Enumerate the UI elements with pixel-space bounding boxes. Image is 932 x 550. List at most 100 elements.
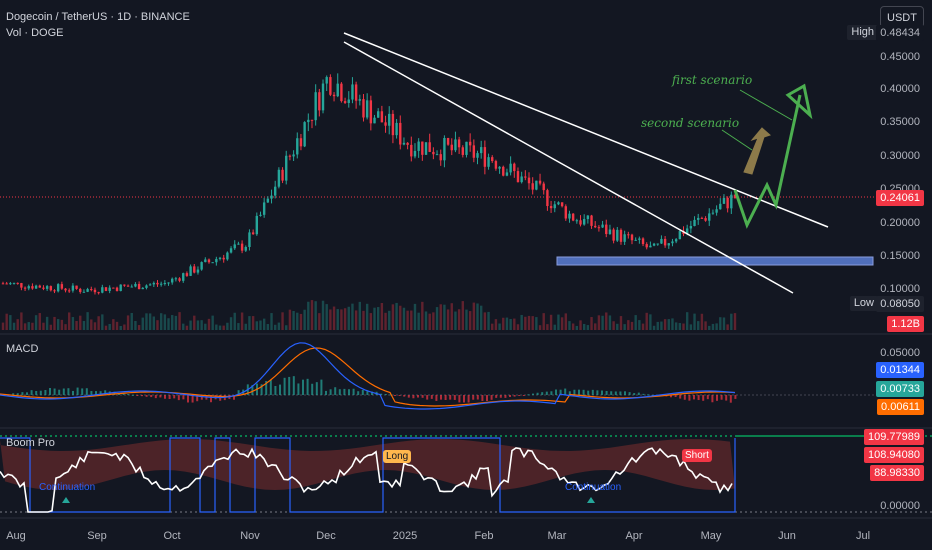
- candle-body: [457, 139, 461, 148]
- candle-body: [259, 214, 262, 216]
- candle-body: [641, 238, 645, 245]
- candle-body: [450, 144, 453, 151]
- candle-body: [391, 113, 395, 136]
- candle-body: [255, 215, 259, 235]
- volume-bar: [594, 323, 597, 330]
- volume-bar: [575, 325, 579, 330]
- candle-body: [494, 161, 498, 169]
- volume-bar: [200, 320, 203, 330]
- candle-body: [697, 217, 700, 220]
- candle-body: [454, 139, 457, 151]
- candle-body: [314, 92, 317, 121]
- volume-bar: [229, 317, 233, 330]
- macd-histogram-bar: [412, 395, 415, 399]
- volume-bar: [82, 320, 86, 330]
- candle-body: [733, 194, 737, 199]
- volume-bar: [689, 324, 693, 330]
- volume-bar: [623, 324, 626, 330]
- volume-bar: [413, 303, 417, 330]
- volume-bar: [399, 305, 402, 330]
- candle-body: [402, 142, 406, 145]
- volume-bar: [185, 325, 189, 330]
- candle-body: [9, 283, 12, 285]
- macd-histogram-bar: [559, 389, 562, 395]
- candle-body: [71, 285, 75, 291]
- macd-histogram-bar: [596, 390, 599, 395]
- macd-histogram-bar: [527, 394, 530, 396]
- volume-bar: [531, 316, 534, 330]
- time-tick-label: Mar: [547, 530, 567, 542]
- candle-body: [560, 202, 564, 207]
- volume-bar: [314, 301, 317, 330]
- volume-bar: [733, 313, 737, 330]
- macd-histogram-bar: [131, 394, 134, 396]
- second-scenario-label: second scenario: [641, 116, 740, 130]
- macd-histogram-bar: [104, 390, 107, 395]
- candle-body: [196, 269, 200, 273]
- macd-histogram-bar: [99, 391, 102, 395]
- macd-histogram-bar: [407, 395, 410, 398]
- candle-body: [292, 154, 295, 157]
- low-value: 0.08050: [876, 296, 924, 312]
- macd-histogram-bar: [265, 381, 268, 395]
- boom-value-1: 109.77989: [864, 429, 924, 445]
- time-tick-label: Nov: [240, 530, 260, 542]
- macd-histogram-bar: [343, 388, 346, 395]
- macd-histogram-bar: [702, 395, 705, 401]
- candle-body: [395, 122, 398, 136]
- volume-bar: [34, 315, 38, 330]
- volume-bar: [274, 324, 277, 330]
- volume-bar: [645, 312, 648, 330]
- candle-body: [505, 172, 509, 176]
- macd-histogram-bar: [564, 388, 567, 395]
- symbol-title: Dogecoin / TetherUS · 1D · BINANCE: [6, 11, 190, 23]
- macd-histogram-bar: [394, 395, 396, 396]
- volume-bar: [270, 313, 273, 330]
- candle-body: [336, 83, 339, 97]
- volume-bar: [1, 322, 5, 330]
- volume-bar: [211, 315, 214, 330]
- macd-histogram-bar: [357, 391, 360, 395]
- macd-histogram-bar: [720, 395, 723, 400]
- first-scenario-arrowhead: [785, 83, 813, 120]
- candle-body: [439, 154, 442, 161]
- volume-bar: [340, 309, 343, 330]
- macd-histogram-bar: [251, 385, 254, 395]
- last-price-tag: 0.24061: [876, 190, 924, 206]
- candle-body: [303, 122, 306, 147]
- candle-body: [443, 137, 446, 161]
- volume-bar: [424, 311, 428, 330]
- volume-bar: [671, 318, 674, 330]
- candle-body: [384, 122, 387, 126]
- candle-body: [233, 244, 236, 249]
- volume-bar: [535, 317, 538, 330]
- volume-bar: [193, 315, 196, 330]
- macd-histogram-bar: [421, 395, 424, 398]
- candle-body: [229, 248, 233, 253]
- macd-histogram-tag: 0.00733: [876, 381, 924, 397]
- macd-histogram-bar: [154, 395, 157, 399]
- macd-histogram-bar: [141, 395, 143, 397]
- first-scenario-path: [733, 94, 802, 229]
- volume-bar: [49, 324, 53, 330]
- candle-body: [719, 203, 722, 210]
- volume-label: Vol · DOGE: [6, 27, 64, 39]
- volume-bar: [9, 315, 12, 330]
- volume-bar: [641, 323, 645, 330]
- macd-histogram-bar: [647, 394, 649, 396]
- macd-histogram-bar: [683, 395, 686, 400]
- volume-bar: [373, 307, 376, 330]
- volume-bar: [667, 319, 670, 330]
- macd-histogram-bar: [688, 395, 691, 401]
- candle-body: [82, 291, 86, 293]
- macd-histogram-bar: [210, 395, 212, 403]
- volume-bar: [307, 301, 310, 330]
- macd-histogram-bar: [674, 395, 677, 397]
- macd-histogram-bar: [39, 390, 42, 395]
- candle-body: [148, 284, 152, 286]
- volume-bar: [104, 325, 108, 330]
- candle-body: [97, 292, 100, 294]
- candle-body: [421, 141, 424, 155]
- candle-body: [549, 206, 553, 209]
